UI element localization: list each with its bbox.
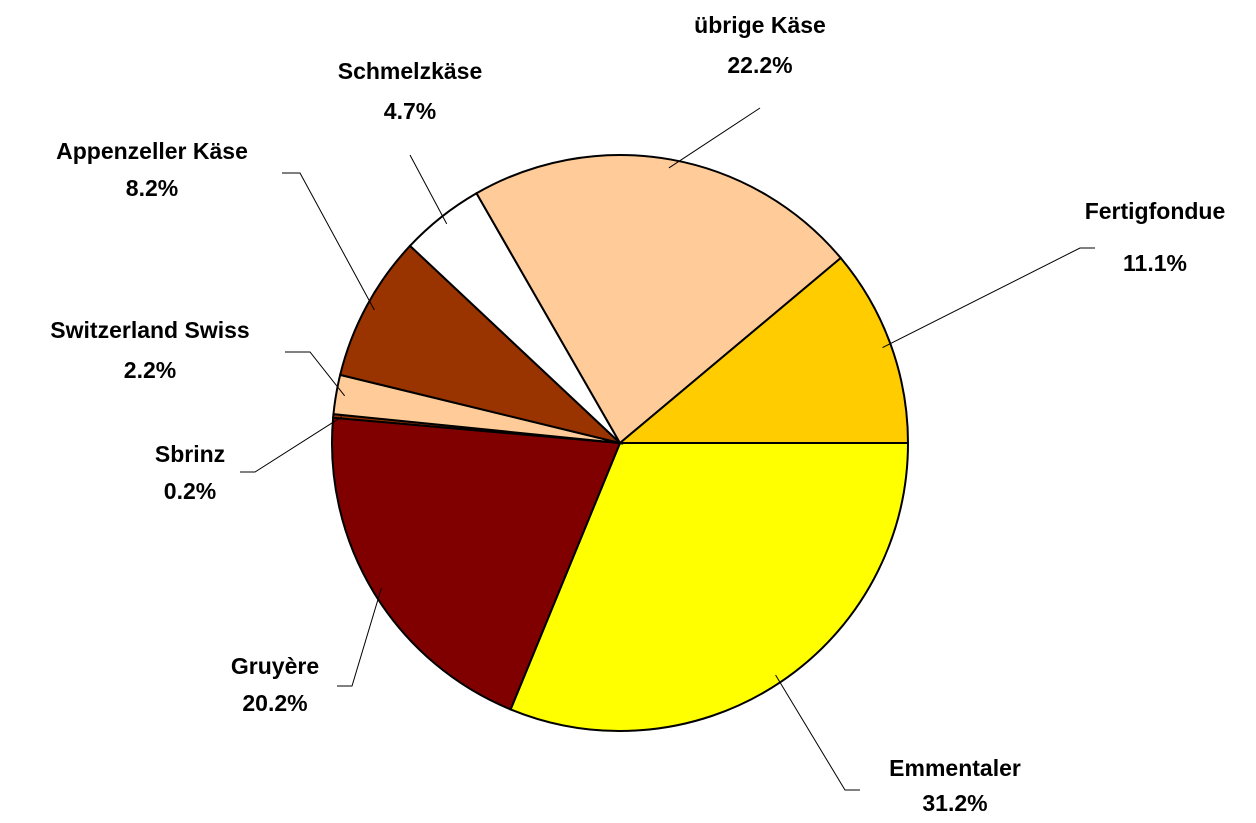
slice-name: Fertigfondue (1085, 198, 1226, 224)
slice-value-label: 11.1% (1123, 250, 1187, 276)
leader-line (282, 172, 375, 311)
leader-line (775, 674, 860, 791)
slice-value-label: 0.2% (164, 478, 216, 504)
leader-line (409, 154, 448, 225)
pie-slice (338, 244, 624, 445)
leader-line (285, 351, 346, 397)
slice-name: übrige Käse (694, 12, 826, 38)
slice-value-label: 31.2% (922, 790, 987, 816)
slice-value-label: 2.2% (124, 357, 176, 383)
pie-slice (475, 154, 843, 445)
slice-name: Sbrinz (155, 441, 225, 467)
slice-name: Schmelzkäse (338, 58, 482, 84)
pie-slice (617, 256, 910, 444)
slice-value-label: 4.7% (384, 98, 436, 124)
slice-name: Emmentaler (889, 755, 1021, 781)
slice-name: Switzerland Swiss (50, 317, 249, 343)
leader-line (882, 247, 1095, 348)
leader-line (337, 588, 382, 687)
slice-name: Gruyère (231, 653, 319, 679)
leader-line (668, 107, 761, 169)
pie-slice (331, 416, 622, 711)
slice-value-label: 20.2% (242, 690, 307, 716)
slice-value-label: 22.2% (727, 52, 792, 78)
leader-line (240, 416, 343, 473)
slice-value-label: 8.2% (126, 175, 178, 201)
slice-name: Appenzeller Käse (56, 138, 248, 164)
